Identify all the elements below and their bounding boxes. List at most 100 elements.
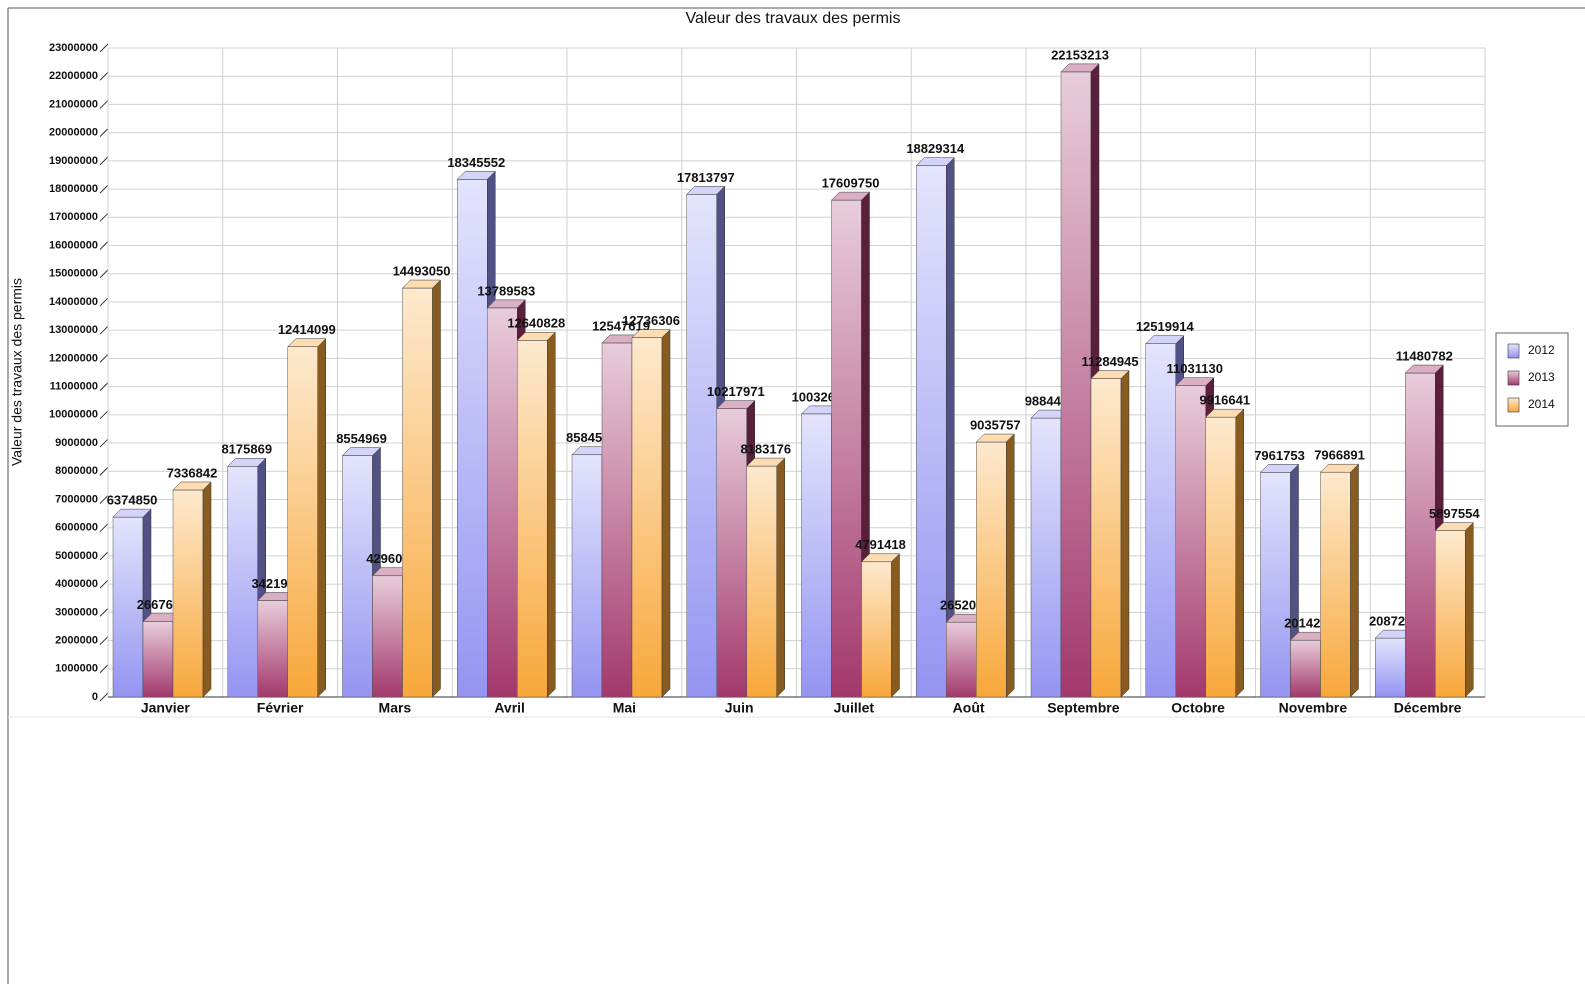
y-tick-label: 8000000: [55, 465, 98, 477]
bar: [112, 516, 144, 698]
y-tick: [99, 664, 109, 674]
y-tick-label: 3000000: [55, 606, 98, 618]
bar-side: [547, 331, 556, 698]
y-axis-label: Valeur des travaux des permis: [9, 278, 25, 466]
y-tick-label: 9000000: [55, 437, 98, 449]
bar: [1030, 417, 1062, 698]
y-tick: [99, 607, 109, 617]
x-tick-label: Décembre: [1394, 700, 1462, 716]
bar: [1290, 639, 1321, 698]
bar-top: [227, 458, 267, 467]
bar-top: [1434, 522, 1474, 531]
y-tick-label: 13000000: [49, 324, 98, 336]
bar-top: [830, 191, 871, 201]
y-tick-label: 10000000: [49, 409, 98, 421]
bar-side: [661, 329, 671, 698]
data-label: 14493050: [393, 263, 451, 278]
bar: [916, 165, 947, 698]
x-tick-label: Septembre: [1047, 700, 1120, 716]
legend-label: 2012: [1528, 343, 1555, 357]
bar-top: [1090, 370, 1130, 379]
bar-side: [1235, 408, 1244, 698]
y-tick: [99, 100, 109, 109]
bar-top: [860, 553, 901, 563]
data-label: 12519914: [1136, 319, 1195, 334]
bar-top: [516, 332, 556, 341]
data-label: 8183176: [740, 442, 791, 457]
y-tick-label: 22000000: [49, 70, 98, 82]
bar: [1090, 378, 1122, 698]
data-label: 7966891: [1314, 448, 1365, 463]
bar-side: [776, 457, 785, 698]
y-tick: [99, 692, 109, 702]
y-tick-label: 1000000: [55, 663, 98, 675]
bar-top: [1259, 464, 1300, 473]
data-label: 11284945: [1081, 354, 1138, 369]
y-tick-label: 12000000: [49, 352, 98, 364]
data-label: 12736306: [622, 313, 680, 328]
x-tick-label: Avril: [494, 700, 525, 716]
bar: [457, 179, 488, 698]
bar-top: [975, 433, 1015, 443]
y-tick-label: 0: [92, 691, 98, 703]
data-label: 18345552: [447, 155, 505, 170]
bar: [1175, 385, 1206, 698]
bar: [1435, 530, 1466, 698]
bar: [601, 342, 633, 698]
y-tick-label: 15000000: [49, 268, 98, 280]
bar-top: [716, 400, 756, 409]
bar-top: [1319, 463, 1360, 473]
bar: [571, 454, 603, 698]
y-tick: [99, 241, 109, 250]
bar-top: [112, 508, 152, 518]
bar-top: [915, 157, 955, 166]
bar: [746, 465, 777, 698]
y-tick-label: 18000000: [49, 183, 98, 195]
y-tick-label: 19000000: [49, 155, 98, 167]
y-tick-label: 5000000: [55, 550, 98, 562]
bar: [1375, 637, 1406, 698]
data-label: 17813797: [677, 170, 735, 185]
bar-top: [631, 329, 671, 338]
bar-side: [1350, 463, 1359, 698]
chart-title: Valeur des travaux des permis: [686, 10, 901, 27]
y-tick: [99, 636, 109, 645]
bar-top: [1205, 408, 1245, 418]
y-tick-label: 6000000: [55, 522, 98, 534]
legend-swatch: [1507, 397, 1520, 413]
data-label: 18829314: [906, 141, 965, 156]
data-label: 5897554: [1429, 506, 1480, 521]
y-tick-label: 2000000: [55, 634, 98, 646]
y-tick-label: 14000000: [49, 296, 98, 308]
bar-top: [341, 447, 382, 456]
bar: [976, 441, 1007, 698]
y-tick: [99, 43, 109, 53]
bar: [487, 307, 518, 698]
bar: [1405, 372, 1436, 698]
y-tick: [99, 156, 109, 166]
bar-top: [1060, 63, 1100, 73]
legend-label: 2014: [1528, 397, 1555, 411]
data-label: 8175869: [221, 442, 272, 457]
data-label: 11480782: [1396, 348, 1453, 363]
bar: [402, 287, 433, 698]
bar-top: [456, 171, 496, 180]
y-tick-label: 16000000: [49, 239, 98, 251]
bar-top: [486, 299, 526, 309]
y-tick: [99, 184, 109, 194]
y-tick: [99, 466, 109, 476]
bar: [1260, 472, 1291, 698]
bar-top: [1145, 335, 1185, 344]
legend-swatch: [1507, 370, 1520, 386]
bar: [861, 561, 892, 698]
bar-side: [1006, 433, 1015, 698]
bar-top: [287, 338, 327, 347]
bar-top: [1175, 377, 1215, 386]
y-tick-label: 11000000: [50, 381, 98, 393]
y-tick: [99, 71, 109, 81]
legend-swatch: [1507, 343, 1520, 359]
y-tick: [99, 269, 109, 279]
data-label: 8554969: [336, 431, 387, 446]
y-tick-label: 21000000: [49, 98, 98, 110]
